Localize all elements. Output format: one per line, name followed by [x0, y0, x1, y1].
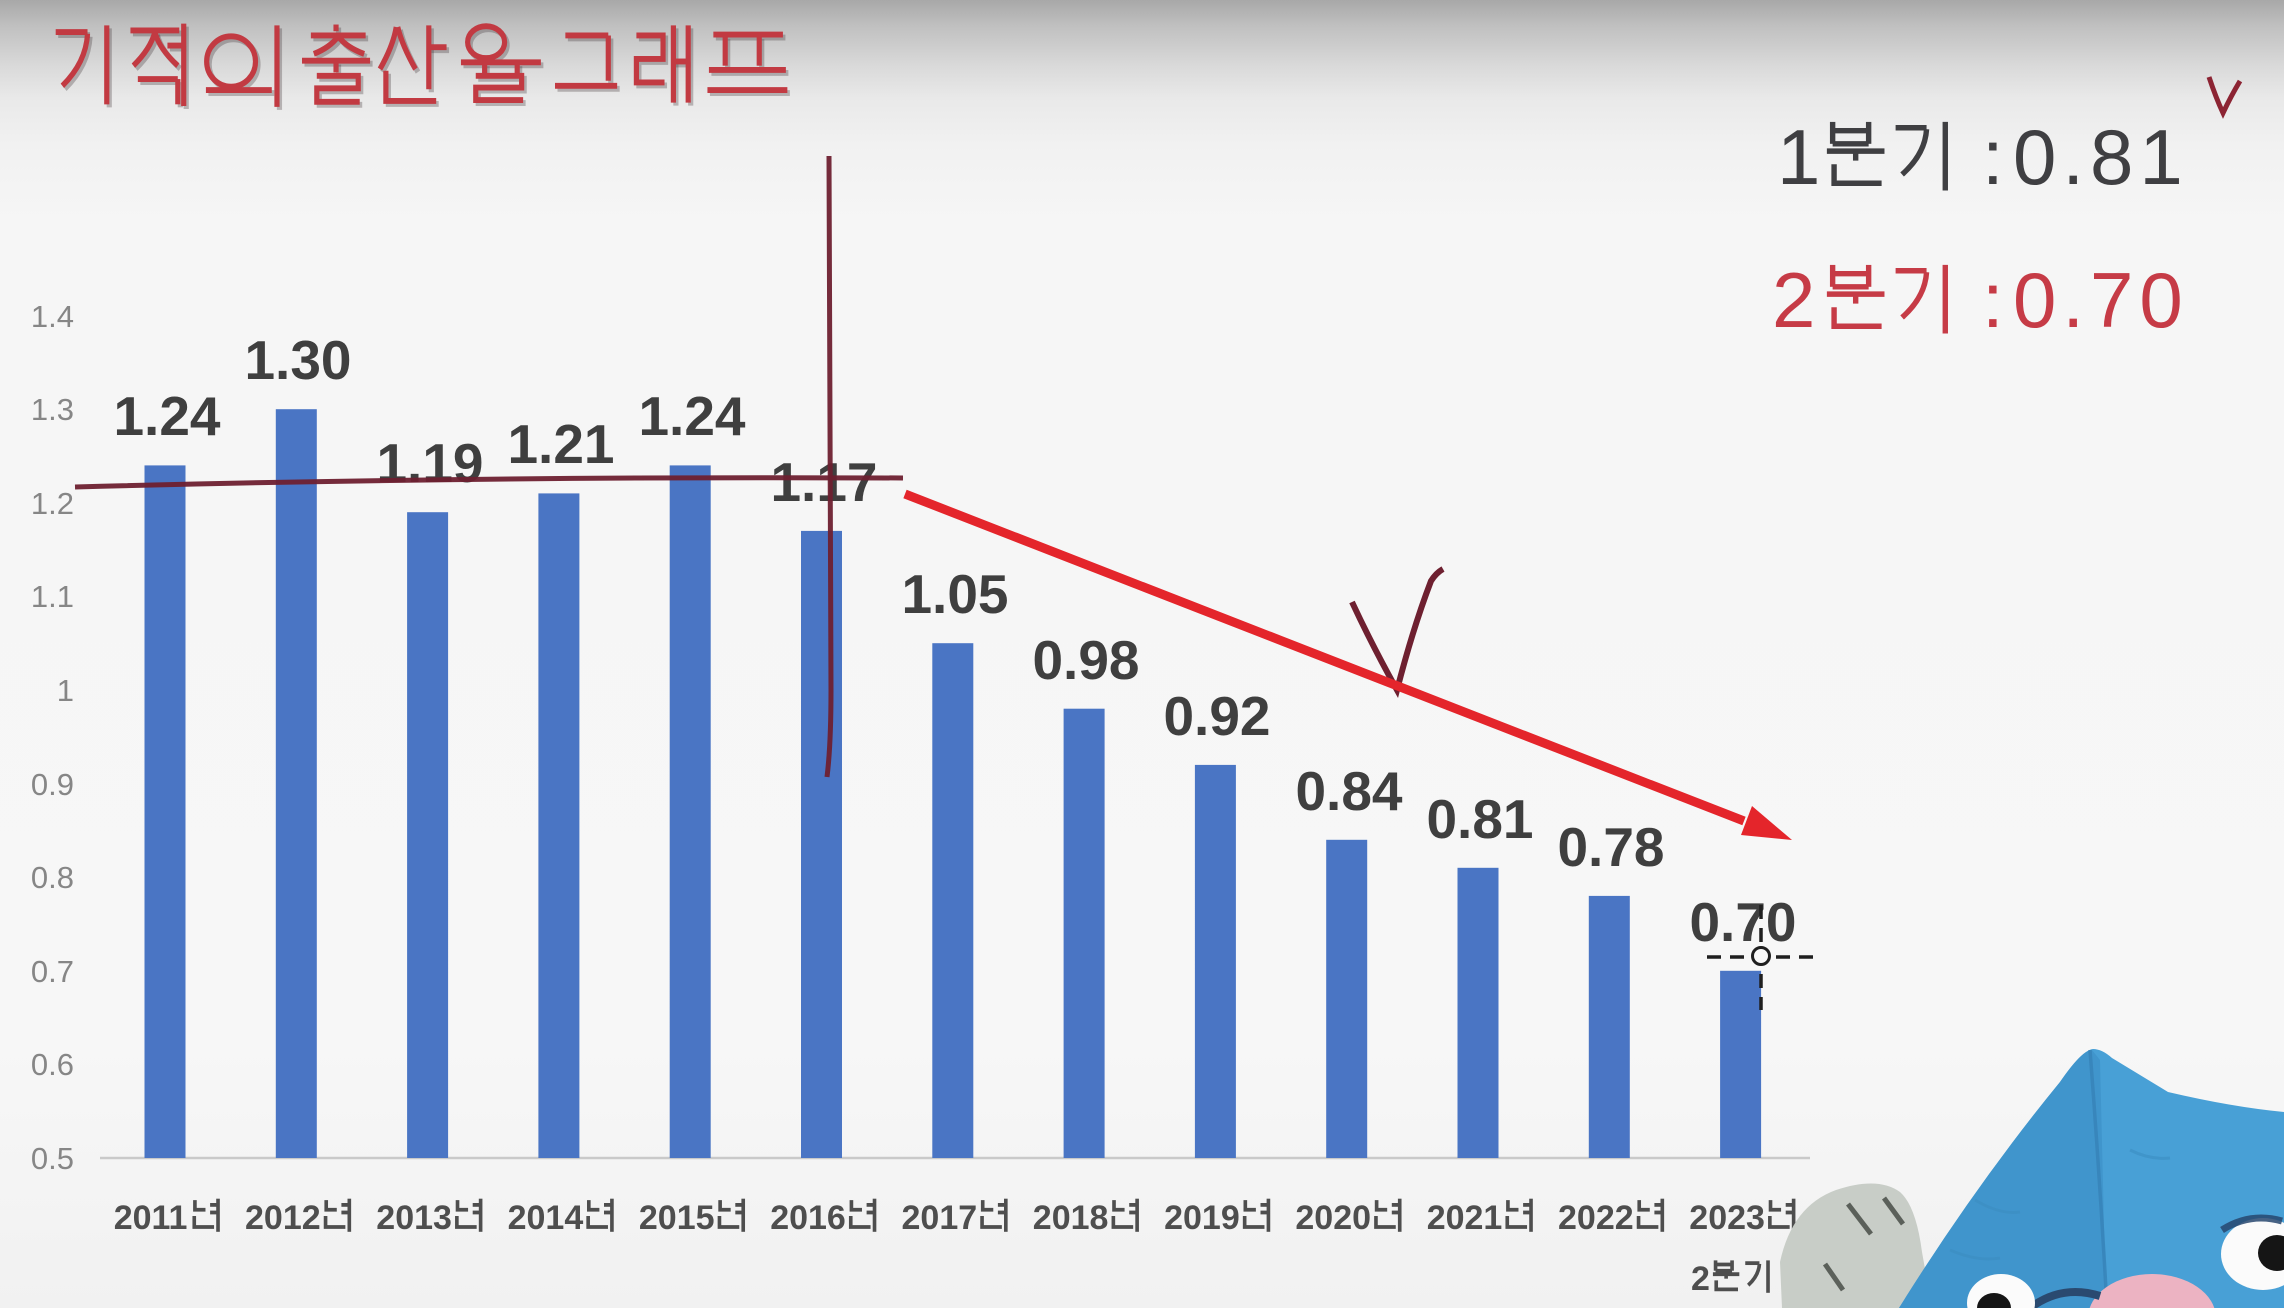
svg-text:0.70: 0.70 [2013, 256, 2189, 344]
svg-text:1: 1 [1777, 113, 1820, 201]
svg-text:1.05: 1.05 [901, 563, 1008, 625]
svg-text:1.4: 1.4 [31, 299, 74, 334]
svg-text:1.21: 1.21 [507, 413, 614, 475]
svg-text:2022: 2022 [1558, 1199, 1634, 1237]
svg-text:2023: 2023 [1689, 1199, 1765, 1237]
svg-text:1.24: 1.24 [638, 385, 745, 447]
svg-text:2021: 2021 [1427, 1199, 1503, 1237]
svg-text:0.78: 0.78 [1557, 816, 1664, 878]
svg-text:1.24: 1.24 [113, 385, 220, 447]
svg-text:1.2: 1.2 [31, 486, 74, 521]
svg-text:0.9: 0.9 [31, 767, 74, 802]
svg-text:1.3: 1.3 [31, 392, 74, 427]
svg-text:0.84: 0.84 [1295, 760, 1402, 822]
svg-text:2020: 2020 [1295, 1199, 1371, 1237]
svg-text:1.17: 1.17 [770, 451, 877, 513]
svg-text:1.19: 1.19 [376, 432, 483, 494]
svg-text:0.92: 0.92 [1163, 685, 1270, 747]
svg-text:2014: 2014 [508, 1199, 584, 1237]
svg-text::: : [1982, 256, 2004, 344]
svg-text:0.98: 0.98 [1032, 629, 1139, 691]
svg-text:2012: 2012 [245, 1199, 321, 1237]
svg-text::: : [1982, 113, 2004, 201]
svg-text:2019: 2019 [1164, 1199, 1240, 1237]
svg-text:0.7: 0.7 [31, 954, 74, 989]
svg-text:0.70: 0.70 [1689, 891, 1796, 953]
svg-text:1.30: 1.30 [244, 329, 351, 391]
svg-text:0.6: 0.6 [31, 1047, 74, 1082]
svg-text:1: 1 [57, 673, 74, 708]
svg-text:2017: 2017 [902, 1199, 978, 1237]
svg-text:0.81: 0.81 [1426, 788, 1533, 850]
svg-text:0.8: 0.8 [31, 860, 74, 895]
svg-text:2: 2 [1691, 1260, 1710, 1298]
svg-text:1.1: 1.1 [31, 579, 74, 614]
svg-text:2: 2 [1772, 256, 1815, 344]
svg-text:0.5: 0.5 [31, 1141, 74, 1176]
svg-text:2015: 2015 [639, 1199, 715, 1237]
svg-text:2016: 2016 [770, 1199, 846, 1237]
svg-text:2011: 2011 [114, 1199, 188, 1237]
svg-text:2013: 2013 [376, 1199, 452, 1237]
svg-text:0.81: 0.81 [2013, 113, 2189, 201]
svg-text:2018: 2018 [1033, 1199, 1109, 1237]
